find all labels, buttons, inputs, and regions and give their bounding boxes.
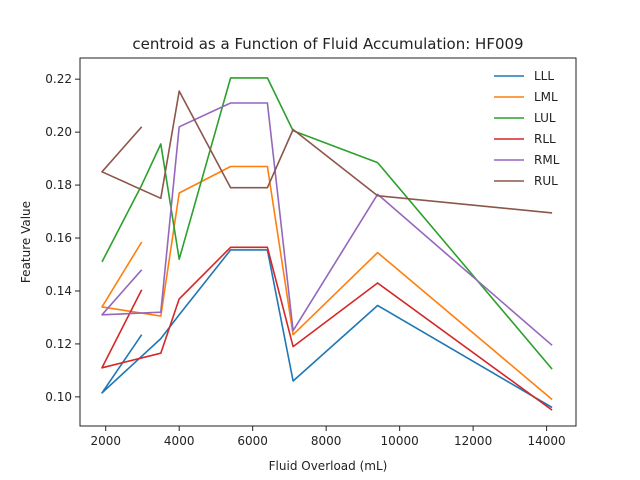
series-line-lml [101, 165, 553, 401]
legend-label-rml: RML [534, 153, 560, 167]
x-axis-label: Fluid Overload (mL) [269, 459, 388, 473]
series-line-lul [101, 77, 553, 370]
x-tick-label: 2000 [90, 434, 121, 448]
plot-area: 2000 4000 6000 8000 10000 12000 14000 0.10 0.12 0… [45, 57, 577, 448]
series-line-rll [101, 246, 553, 411]
y-tick-label: 0.22 [45, 72, 72, 86]
legend-label-lml: LML [534, 90, 558, 104]
y-tick-label: 0.18 [45, 178, 72, 192]
y-tick-label: 0.20 [45, 125, 72, 139]
series-line-rml [101, 102, 553, 346]
x-tick-label: 10000 [381, 434, 419, 448]
x-tick-label: 6000 [237, 434, 268, 448]
x-tick-label: 12000 [454, 434, 492, 448]
y-tick-label: 0.14 [45, 284, 72, 298]
chart-title: centroid as a Function of Fluid Accumula… [132, 35, 523, 53]
y-tick-label: 0.12 [45, 337, 72, 351]
legend-label-lul: LUL [534, 111, 556, 125]
legend-label-rll: RLL [534, 132, 556, 146]
legend-label-rul: RUL [534, 174, 558, 188]
x-tick-label: 14000 [528, 434, 566, 448]
series-line-lll [101, 249, 553, 409]
x-tick-label: 8000 [311, 434, 342, 448]
axes-frame [79, 57, 577, 427]
y-tick-label: 0.16 [45, 231, 72, 245]
series-line-rul [101, 90, 553, 214]
y-tick-label: 0.10 [45, 390, 72, 404]
legend-label-lll: LLL [534, 69, 554, 83]
y-axis-label: Feature Value [19, 201, 33, 283]
legend: LLL LML LUL RLL RML RUL [494, 69, 560, 188]
x-tick-label: 4000 [164, 434, 195, 448]
